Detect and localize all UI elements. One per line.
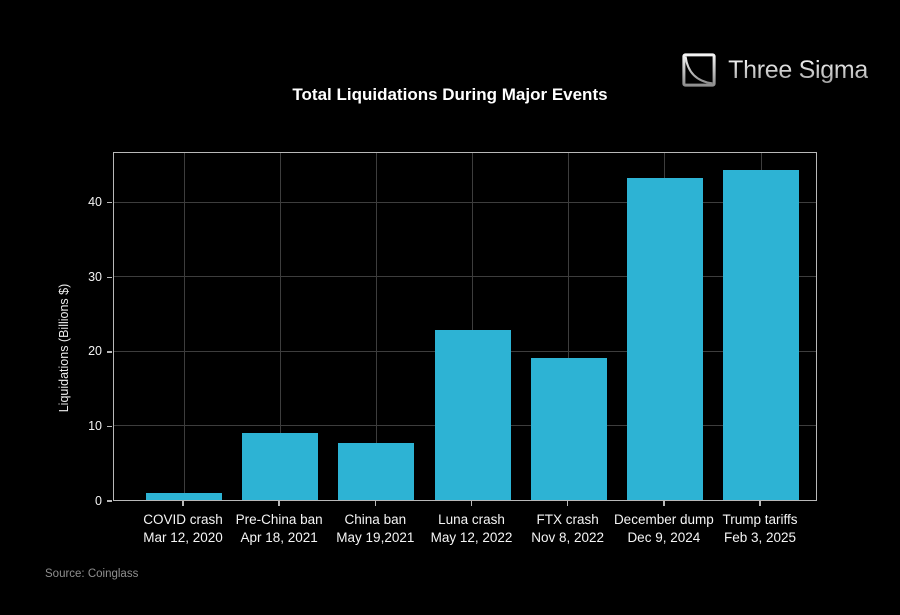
y-tick-mark <box>107 201 112 204</box>
x-tick-mark <box>278 501 280 506</box>
gridline-vertical <box>375 153 377 500</box>
x-tick-mark <box>759 501 761 506</box>
gridline-vertical <box>472 153 473 500</box>
y-tick-mark <box>107 500 112 502</box>
x-tick-event-date: Dec 9, 2024 <box>627 529 701 545</box>
bar <box>338 442 415 500</box>
x-tick-event-date: Nov 8, 2022 <box>531 529 605 545</box>
x-tick-label: FTX crash Nov 8, 2022 <box>503 511 633 546</box>
three-sigma-logo: Three Sigma <box>682 52 868 88</box>
x-tick-label: December dump Dec 9, 2024 <box>599 511 729 546</box>
y-tick-label: 10 <box>88 418 102 433</box>
x-tick-label: Pre-China ban Apr 18, 2021 <box>214 511 344 546</box>
x-tick-event-name: December dump <box>613 512 714 527</box>
y-tick-mark <box>107 276 112 279</box>
gridline-vertical <box>568 153 570 500</box>
x-tick-mark <box>470 501 473 506</box>
y-tick-label: 20 <box>88 344 102 359</box>
x-tick-event-name: Luna crash <box>438 512 505 527</box>
x-tick-event-name: Trump tariffs <box>722 512 798 527</box>
bar <box>434 329 511 500</box>
x-tick-mark <box>182 501 184 506</box>
x-tick-event-name: COVID crash <box>143 512 223 527</box>
y-tick-mark <box>107 351 112 353</box>
x-tick-label: China ban May 19,2021 <box>310 511 440 546</box>
x-tick-event-date: Mar 12, 2020 <box>143 529 223 545</box>
y-tick-label: 30 <box>88 269 102 284</box>
gridline-horizontal <box>114 276 816 278</box>
x-tick-event-date: Feb 3, 2025 <box>723 529 797 545</box>
chart-title: Total Liquidations During Major Events <box>292 85 608 104</box>
gridline-horizontal <box>114 201 816 203</box>
x-tick-event-date: May 12, 2022 <box>430 529 513 545</box>
three-sigma-logo-text: Three Sigma <box>728 55 868 84</box>
bar <box>626 177 703 500</box>
x-tick-event-name: FTX crash <box>536 512 599 527</box>
gridline-vertical <box>279 153 281 500</box>
bar <box>530 358 607 500</box>
gridline-vertical <box>183 153 185 500</box>
x-tick-label: Trump tariffs Feb 3, 2025 <box>695 511 825 546</box>
source-note: Source: Coinglass <box>45 568 139 580</box>
bar <box>146 492 222 500</box>
x-tick-event-name: Pre-China ban <box>235 512 323 527</box>
x-tick-label: Luna crash May 12, 2022 <box>407 511 537 546</box>
x-tick-label: COVID crash Mar 12, 2020 <box>118 511 248 546</box>
plot-area <box>113 152 817 501</box>
y-tick-label: 0 <box>95 493 102 508</box>
x-tick-mark <box>663 501 665 506</box>
bar <box>723 169 800 500</box>
three-sigma-logo-icon <box>682 53 716 87</box>
x-tick-mark <box>374 501 377 506</box>
x-tick-event-date: May 19,2021 <box>336 529 415 545</box>
y-tick-label: 40 <box>88 195 102 210</box>
x-tick-event-date: Apr 18, 2021 <box>240 529 318 545</box>
y-tick-mark <box>107 425 112 428</box>
bar <box>242 432 319 500</box>
x-tick-mark <box>566 501 569 506</box>
x-tick-event-name: China ban <box>344 512 407 527</box>
